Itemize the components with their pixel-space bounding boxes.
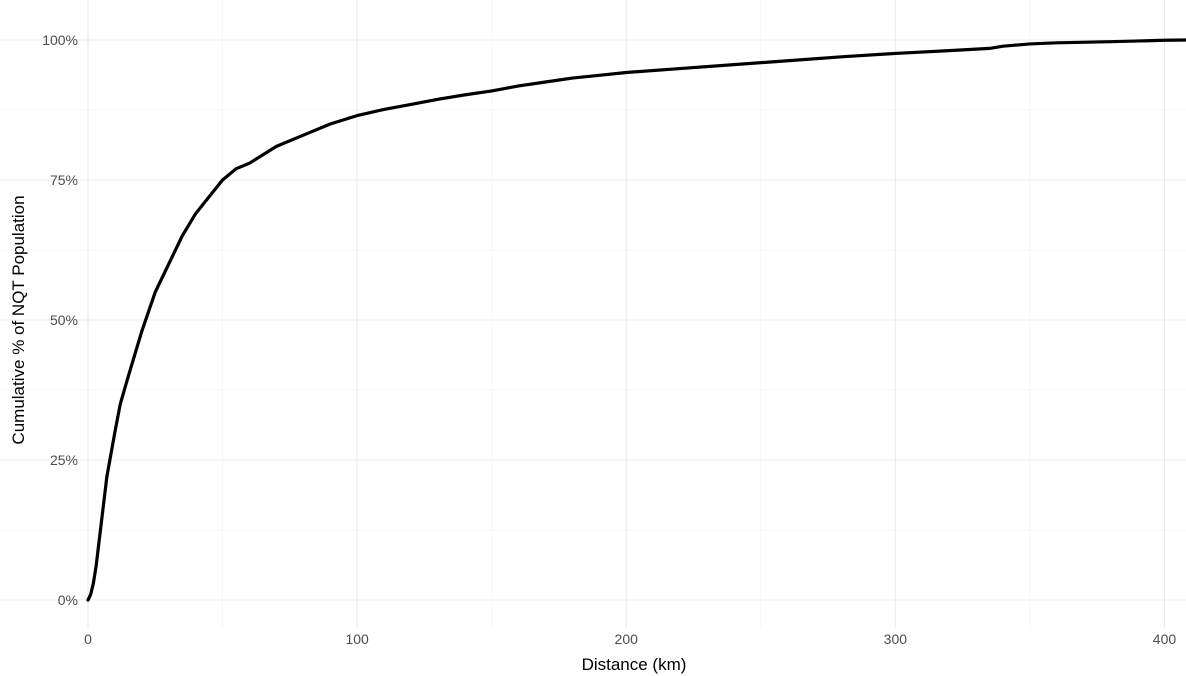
x-tick-label: 400 bbox=[1153, 631, 1177, 647]
x-tick-label: 200 bbox=[615, 631, 639, 647]
series-line-0 bbox=[86, 38, 1186, 602]
y-axis-tick-labels: 0% 25% 50% 75% 100% bbox=[42, 32, 78, 608]
y-tick-label: 0% bbox=[58, 592, 78, 608]
y-tick-label: 75% bbox=[50, 172, 78, 188]
x-tick-label: 100 bbox=[345, 631, 369, 647]
y-tick-label: 25% bbox=[50, 452, 78, 468]
y-tick-label: 100% bbox=[42, 32, 78, 48]
x-axis-tick-labels: 0 100 200 300 400 bbox=[84, 631, 1176, 647]
x-tick-label: 0 bbox=[84, 631, 92, 647]
x-axis-title: Distance (km) bbox=[582, 655, 687, 674]
series-layer bbox=[86, 38, 1186, 602]
y-tick-label: 50% bbox=[50, 312, 78, 328]
y-axis-title: Cumulative % of NQT Population bbox=[9, 195, 28, 444]
major-gridlines bbox=[0, 0, 1186, 628]
minor-gridlines bbox=[0, 0, 1186, 628]
x-tick-label: 300 bbox=[884, 631, 908, 647]
